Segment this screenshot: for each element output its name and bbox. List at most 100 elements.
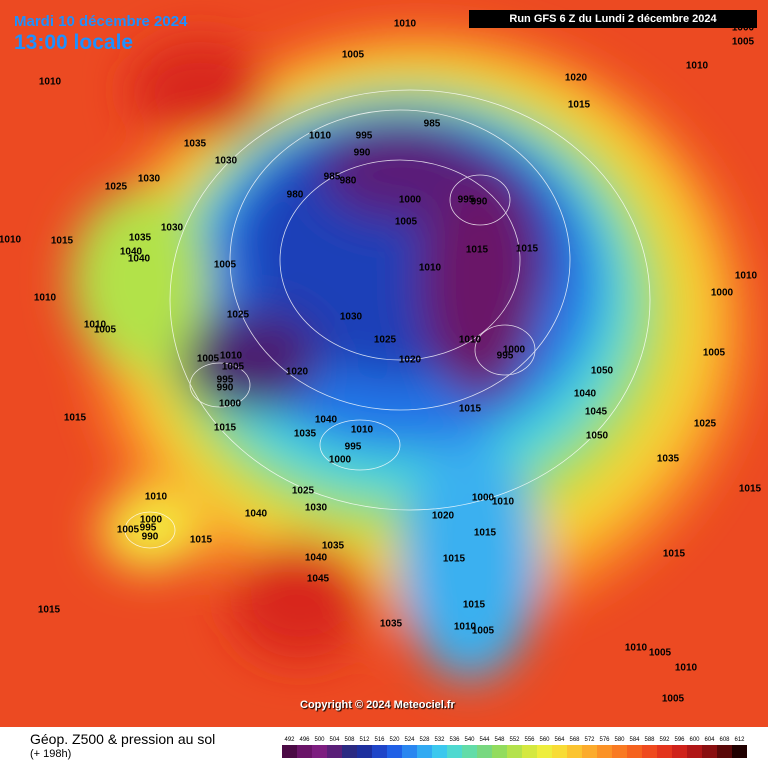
pressure-label: 1015 [51,236,74,247]
pressure-label: 1025 [374,335,397,346]
pressure-label: 1015 [38,605,61,616]
colorbar-swatch [522,745,537,758]
colorbar-swatch [642,745,657,758]
colorbar-label: 552 [509,737,520,743]
isobars [124,89,651,549]
pressure-label: 1045 [307,574,330,585]
time: 13:00 locale [14,31,134,54]
pressure-label: 1040 [574,389,597,400]
pressure-label: 1020 [565,73,588,84]
pressure-label: 1010 [309,131,332,142]
pressure-label: 1040 [305,553,328,564]
pressure-label: 1025 [105,182,128,193]
colorbar-label: 584 [629,737,640,743]
colorbar-swatch [717,745,732,758]
pressure-label: 1005 [649,648,672,659]
pressure-label: 1005 [222,362,245,373]
pressure-label: 1005 [342,50,365,61]
pressure-label: 1010 [686,61,709,72]
pressure-label: 1020 [432,511,455,522]
pressure-label: 1005 [395,217,418,228]
pressure-label: 1005 [94,325,117,336]
colorbar-swatch [297,745,312,758]
colorbar-swatch [687,745,702,758]
colorbar-swatch [582,745,597,758]
pressure-label: 1010 [84,320,107,331]
pressure-label: 1010 [735,271,758,282]
pressure-label: 1005 [197,354,220,365]
colorbar-label: 492 [284,737,295,743]
colorbar-swatch [612,745,627,758]
pressure-label: 1010 [419,263,442,274]
colorbar-swatch [402,745,417,758]
colorbar-swatch [732,745,747,758]
pressure-label: 1010 [492,497,515,508]
colorbar-swatch [327,745,342,758]
colorbar-label: 500 [314,737,325,743]
pressure-label: 995 [217,375,234,386]
colorbar-swatch [282,745,297,758]
pressure-label: 995 [497,351,514,362]
colorbar-label: 604 [704,737,715,743]
pressure-label: 1015 [463,600,486,611]
pressure-label: 1015 [663,549,686,560]
colorbar-label: 504 [329,737,340,743]
pressure-label: 1015 [64,413,87,424]
pressure-label: 1000 [399,195,422,206]
colorbar-label: 528 [419,737,430,743]
pressure-label: 1035 [657,454,680,465]
colorbar-swatch [432,745,447,758]
colorbar-swatch [342,745,357,758]
pressure-label: 1010 [459,335,482,346]
pressure-label: 1035 [322,541,345,552]
colorbar-label: 536 [449,737,460,743]
pressure-label: 1000 [219,399,242,410]
pressure-label: 1005 [732,37,755,48]
pressure-label: 1035 [184,139,207,150]
pressure-label: 1005 [117,525,140,536]
copyright: Copyright © 2024 Meteociel.fr [300,699,455,711]
pressure-label: 1010 [351,425,374,436]
pressure-label: 1020 [399,355,422,366]
pressure-label: 1015 [214,423,237,434]
pressure-label: 1015 [474,528,497,539]
footer: Géop. Z500 & pression au sol (+ 198h) 49… [0,727,768,768]
pressure-label: 990 [471,197,488,208]
colorbar-swatch [477,745,492,758]
pressure-label: 980 [287,190,304,201]
colorbar-swatch [447,745,462,758]
pressure-label: 1015 [443,554,466,565]
pressure-label: 985 [424,119,441,130]
pressure-label: 1040 [315,415,338,426]
pressure-label: 1035 [294,429,317,440]
pressure-label: 995 [458,195,475,206]
pressure-label: 1040 [120,247,143,258]
colorbar-label: 496 [299,737,310,743]
colorbar-label: 524 [404,737,415,743]
pressure-label: 1010 [675,663,698,674]
pressure-label: 1050 [591,366,614,377]
colorbar-swatch [702,745,717,758]
pressure-label: 1005 [703,348,726,359]
pressure-label: 1000 [503,345,526,356]
colorbar-swatch [567,745,582,758]
pressure-label: 1000 [329,455,352,466]
footer-title: Géop. Z500 & pression au sol [30,731,216,747]
pressure-label: 1015 [466,245,489,256]
colorbar-swatch [387,745,402,758]
colorbar-swatch [417,745,432,758]
pressure-label: 1010 [0,235,22,246]
pressure-label: 1010 [220,351,243,362]
pressure-label: 1015 [739,484,762,495]
pressure-label: 990 [142,532,159,543]
colorbar-label: 556 [524,737,535,743]
colorbar-swatch [492,745,507,758]
colorbar-label: 532 [434,737,445,743]
colorbar-label: 544 [479,737,490,743]
colorbar-swatch [657,745,672,758]
colorbar-label: 548 [494,737,505,743]
pressure-label: 1030 [340,312,363,323]
colorbar-swatch [672,745,687,758]
colorbar-label: 516 [374,737,385,743]
